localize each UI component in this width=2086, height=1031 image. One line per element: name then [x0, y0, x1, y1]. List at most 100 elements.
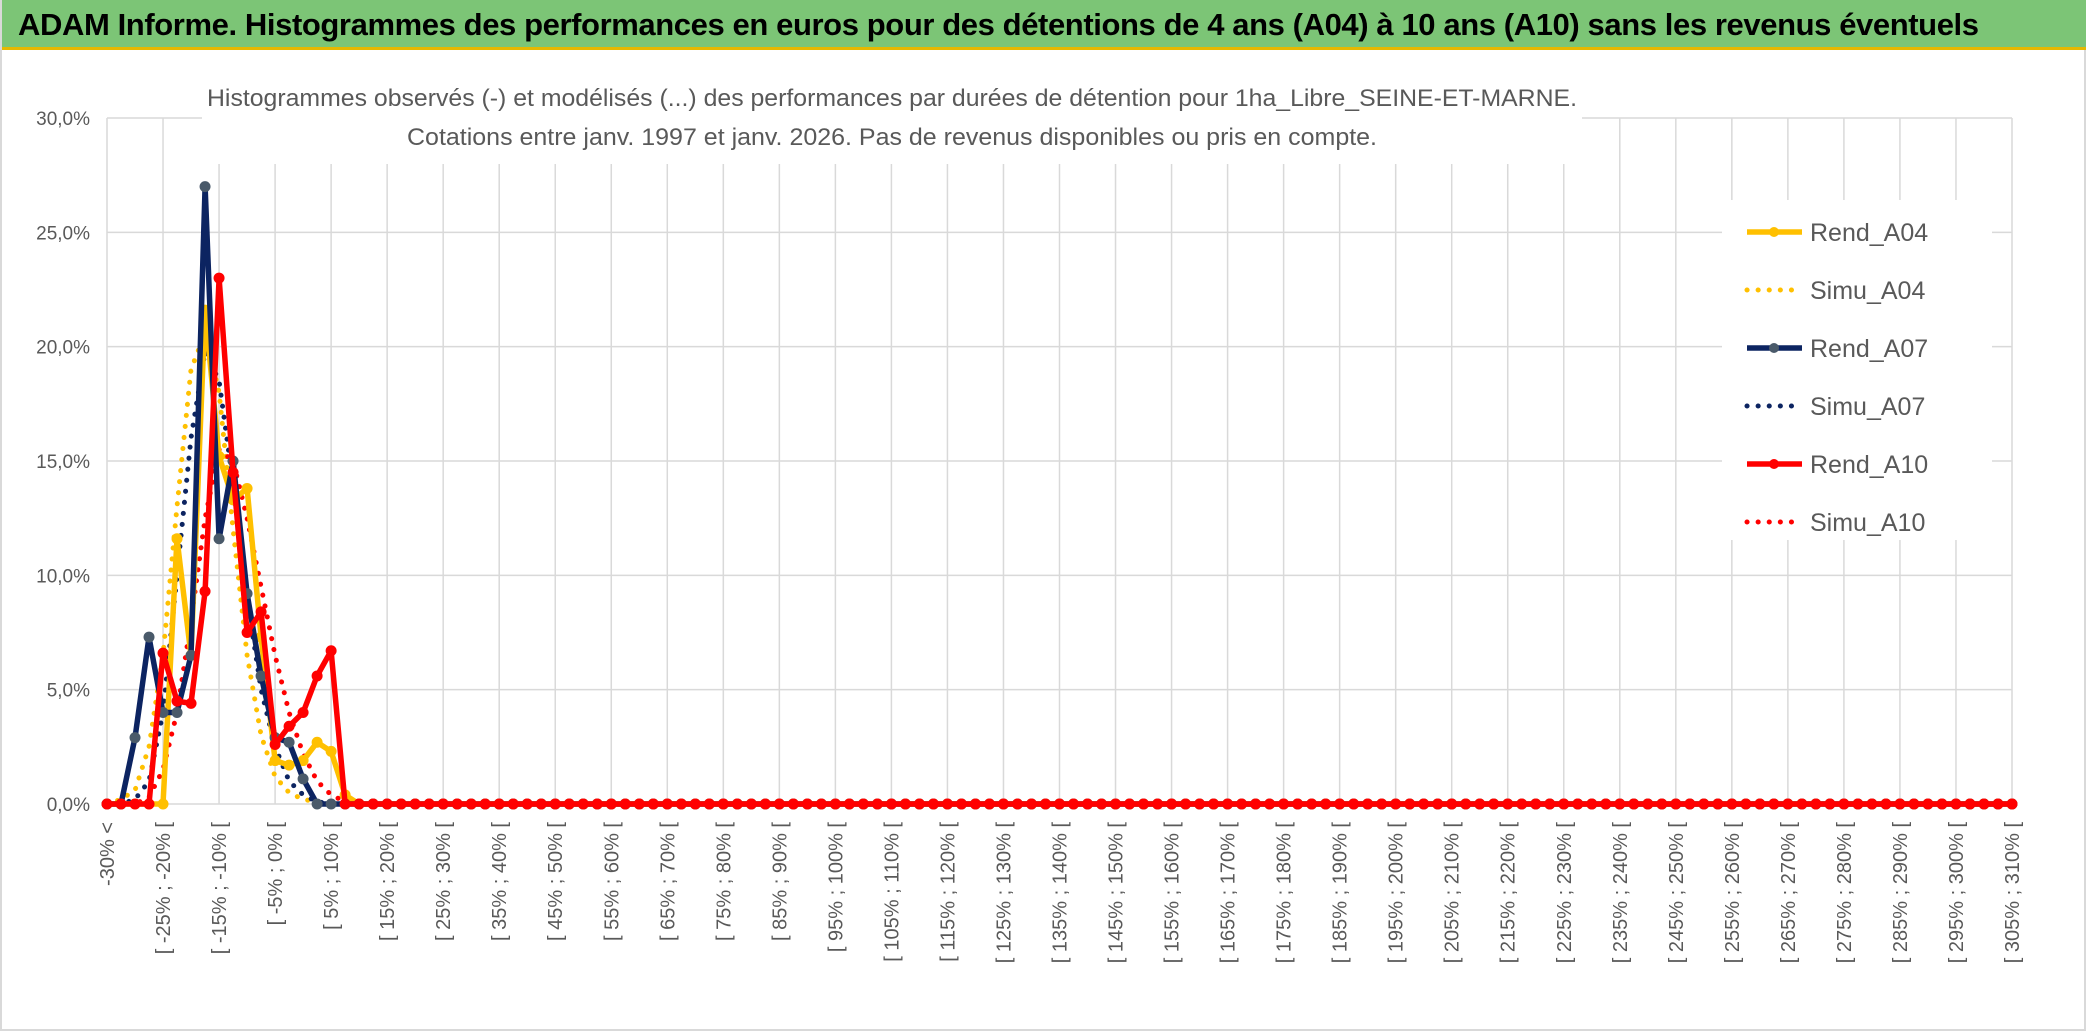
data-point: [689, 798, 701, 810]
data-point: [605, 798, 617, 810]
data-point: [325, 798, 337, 810]
data-point: [1614, 798, 1626, 810]
data-point: [1320, 798, 1332, 810]
x-tick-label: [ 185% ; 190% [: [1330, 822, 1352, 964]
data-point: [969, 798, 981, 810]
x-tick-label: [ 215% ; 220% [: [1498, 822, 1520, 964]
data-point: [283, 736, 295, 748]
x-tick-label: [ 245% ; 250% [: [1666, 822, 1688, 964]
data-point: [1600, 798, 1612, 810]
x-tick-label: [ 75% ; 80% [: [713, 822, 735, 941]
legend-label: Rend_A07: [1810, 335, 1928, 363]
data-point: [787, 798, 799, 810]
data-point: [1782, 798, 1794, 810]
data-point: [619, 798, 631, 810]
data-point: [395, 798, 407, 810]
data-point: [129, 798, 141, 810]
x-tick-label: [ 105% ; 110% [: [881, 822, 903, 962]
y-tick-label: 30,0%: [36, 109, 90, 130]
x-tick-label: [ 295% ; 300% [: [1946, 822, 1968, 964]
data-point: [1992, 798, 2004, 810]
data-point: [661, 798, 673, 810]
data-point: [325, 745, 337, 757]
x-tick-label: [ 145% ; 150% [: [1106, 822, 1128, 964]
data-point: [255, 606, 267, 618]
legend-label: Rend_A10: [1810, 451, 1928, 479]
chart-title: Histogrammes observés (-) et modélisés (…: [202, 78, 1582, 164]
legend-label: Rend_A04: [1810, 219, 1928, 247]
data-point: [409, 798, 421, 810]
data-point: [549, 798, 561, 810]
data-point: [829, 798, 841, 810]
data-point: [815, 798, 827, 810]
data-point: [283, 720, 295, 732]
y-tick-label: 5,0%: [47, 681, 90, 702]
x-tick-label: [ 15% ; 20% [: [377, 822, 399, 941]
data-point: [1922, 798, 1934, 810]
data-point: [759, 798, 771, 810]
data-point: [1460, 798, 1472, 810]
data-point: [1222, 798, 1234, 810]
data-point: [1894, 798, 1906, 810]
legend-label: Simu_A10: [1810, 509, 1925, 537]
data-point: [213, 533, 225, 545]
data-point: [185, 697, 197, 709]
data-point: [1432, 798, 1444, 810]
data-point: [1936, 798, 1948, 810]
data-point: [1250, 798, 1262, 810]
data-point: [885, 798, 897, 810]
chart-title-line-2: Cotations entre janv. 1997 et janv. 2026…: [407, 124, 1377, 151]
data-point: [773, 798, 785, 810]
data-point: [1810, 798, 1822, 810]
data-point: [1488, 798, 1500, 810]
x-tick-label: [ 275% ; 280% [: [1834, 822, 1856, 964]
data-point: [1152, 798, 1164, 810]
x-tick-label: [ 265% ; 270% [: [1778, 822, 1800, 964]
data-point: [1194, 798, 1206, 810]
data-point: [577, 798, 589, 810]
data-point: [1978, 798, 1990, 810]
data-point: [199, 585, 211, 597]
x-axis-tick-labels: -30% < [ -25% ; -20% [[ -15% ; -10% [[ -5…: [97, 822, 2024, 964]
x-tick-label: [ 55% ; 60% [: [601, 822, 623, 941]
legend-item-rend-a10: Rend_A10: [1747, 451, 1928, 479]
data-point: [1656, 798, 1668, 810]
data-point: [717, 798, 729, 810]
data-point: [227, 466, 239, 478]
data-point: [1908, 798, 1920, 810]
data-point: [129, 732, 141, 744]
data-point: [297, 773, 309, 785]
data-point: [1684, 798, 1696, 810]
data-point: [983, 798, 995, 810]
data-point: [157, 798, 169, 810]
data-point: [1838, 798, 1850, 810]
y-tick-label: 0,0%: [47, 795, 90, 816]
data-point: [1208, 798, 1220, 810]
x-tick-label: [ 175% ; 180% [: [1274, 822, 1296, 964]
data-point: [1011, 798, 1023, 810]
legend-marker: [1769, 227, 1779, 237]
data-point: [1796, 798, 1808, 810]
data-point: [367, 798, 379, 810]
x-tick-label: [ 225% ; 230% [: [1554, 822, 1576, 964]
data-point: [1530, 798, 1542, 810]
data-point: [1418, 798, 1430, 810]
data-point: [1180, 798, 1192, 810]
chart-legend: Rend_A04 Simu_A04 Rend_A07 Simu_A07 Rend_A10…: [1722, 200, 1992, 540]
data-point: [1068, 798, 1080, 810]
data-point: [325, 645, 337, 657]
data-point: [171, 533, 183, 545]
data-point: [1054, 798, 1065, 810]
data-point: [1824, 798, 1836, 810]
data-point: [311, 736, 323, 748]
data-point: [1516, 798, 1528, 810]
data-point: [2006, 798, 2018, 810]
data-point: [1880, 798, 1892, 810]
data-point: [1586, 798, 1598, 810]
x-tick-label: [ 5% ; 10% [: [321, 822, 343, 930]
data-point: [1404, 798, 1416, 810]
data-point: [703, 798, 715, 810]
data-point: [927, 798, 939, 810]
data-point: [535, 798, 547, 810]
